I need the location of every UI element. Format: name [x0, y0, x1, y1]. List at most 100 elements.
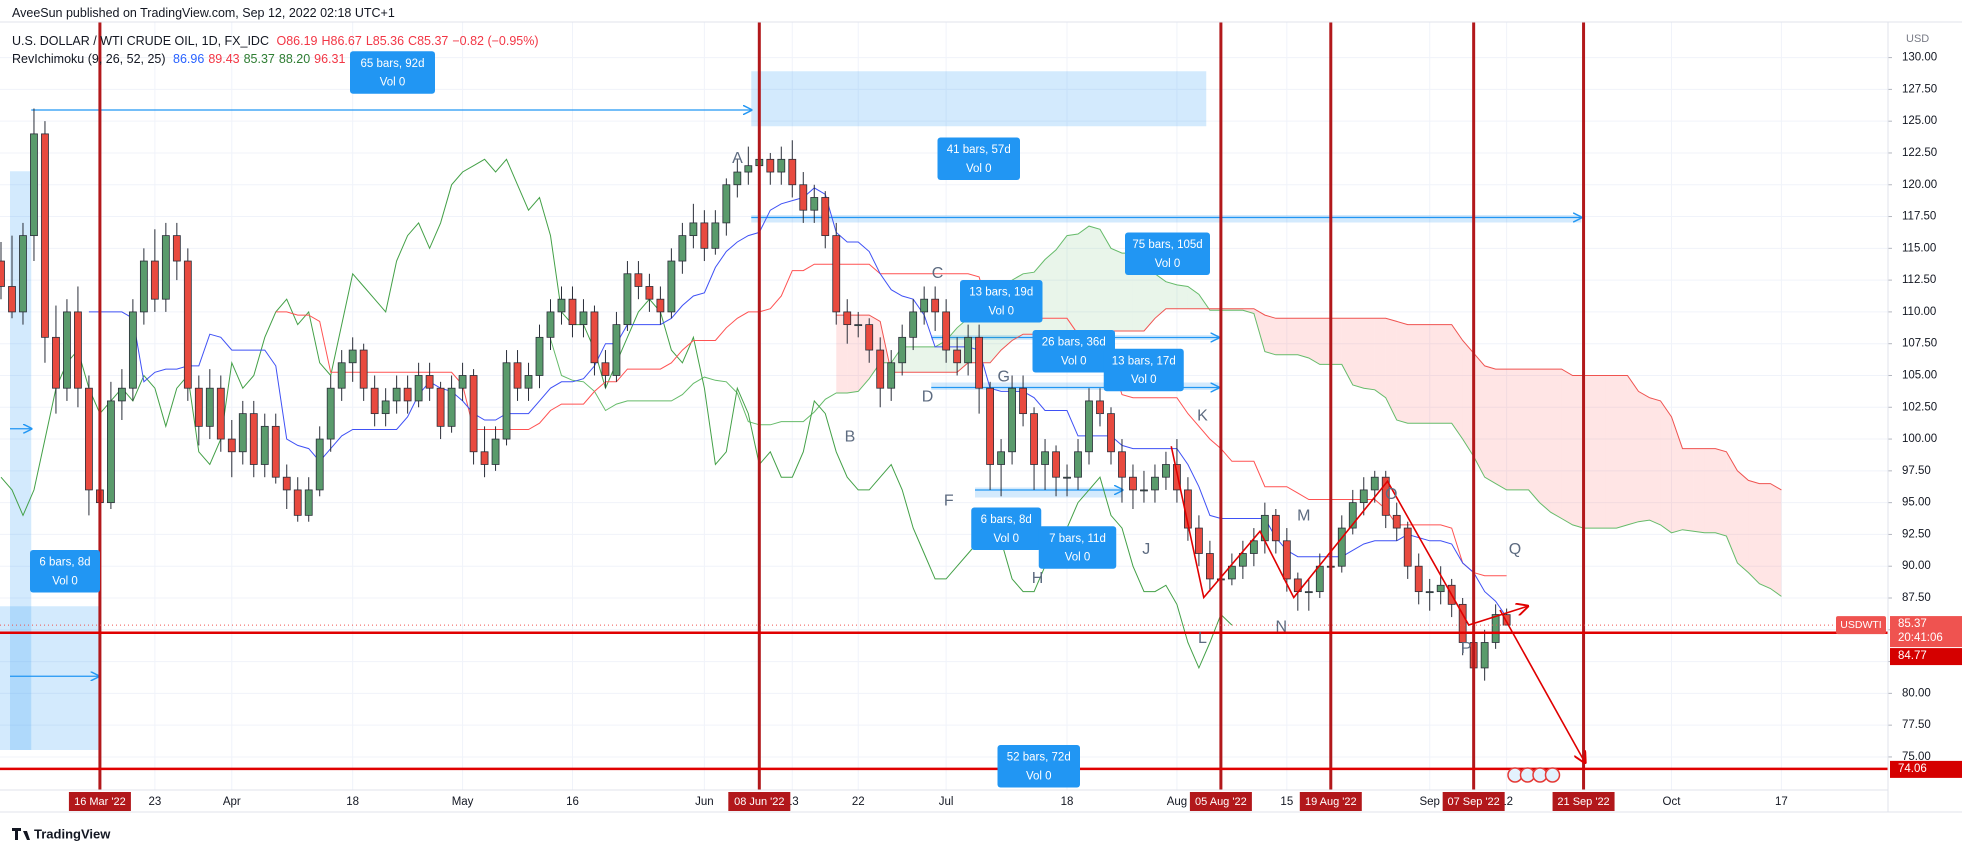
wave-letter: A: [732, 150, 743, 167]
ichimoku-cloud: [1693, 448, 1705, 533]
ichimoku-cloud: [1682, 448, 1694, 532]
ichimoku-cloud: [1473, 353, 1485, 478]
trend-arrow: [1170, 446, 1527, 626]
candle-body: [667, 260, 676, 313]
y-tick-label: 110.00: [1902, 306, 1936, 318]
ichimoku-cloud: [1737, 470, 1749, 573]
candle-body: [623, 273, 632, 326]
ichimoku-cloud: [1638, 391, 1650, 522]
candle-body: [1173, 464, 1181, 491]
ichimoku-cloud: [1165, 281, 1177, 309]
range-area: [975, 487, 1123, 498]
candle-body: [1403, 527, 1412, 567]
candle-body: [997, 451, 1005, 465]
candle-body: [524, 375, 533, 389]
annotation-sub: Vol 0: [1131, 374, 1157, 386]
wave-letter: J: [1142, 541, 1150, 558]
candle-body: [1085, 400, 1093, 453]
ichimoku-cloud: [1528, 369, 1540, 503]
publisher: AveeSun published on TradingView.com, Se…: [12, 6, 395, 20]
annotation-box: [1103, 348, 1184, 392]
candle-body: [1195, 527, 1203, 554]
y-tick-label: 92.50: [1902, 528, 1931, 540]
y-tick-label: 115.00: [1902, 242, 1936, 254]
indicator-name: RevIchimoku (9, 26, 52, 25): [12, 52, 166, 66]
candle-body: [568, 298, 577, 326]
candle-body: [348, 349, 357, 364]
annotation-box: [971, 507, 1042, 550]
ichimoku-cloud: [1726, 451, 1738, 564]
annotation-sub: Vol 0: [1026, 770, 1052, 782]
candle-body: [150, 260, 159, 300]
x-tick-label: 07 Sep '22: [1448, 796, 1500, 808]
candle-body: [480, 451, 489, 465]
candle-body: [579, 311, 588, 326]
candle-body: [293, 489, 302, 516]
indicator-value: 86.96: [173, 52, 205, 66]
ichimoku-cloud: [1143, 257, 1155, 331]
indicator-line: RevIchimoku (9, 26, 52, 25) 86.96 89.43 85…: [12, 52, 353, 66]
ichimoku-cloud: [1100, 229, 1111, 331]
symbol: U.S. DOLLAR / WTI CRUDE OIL, 1D, FX_IDC: [12, 34, 269, 48]
candle-body: [557, 298, 566, 313]
candle-body: [733, 171, 742, 186]
range-area: [751, 71, 1207, 127]
candle-body: [535, 336, 544, 376]
candle-body: [942, 311, 951, 351]
logo-icon: [12, 828, 30, 840]
wave-letter: G: [998, 369, 1010, 386]
y-tick-label: 97.50: [1902, 465, 1931, 477]
candle-body: [645, 286, 654, 300]
candle-body: [634, 273, 643, 287]
ichimoku-cloud: [1110, 248, 1122, 331]
ichimoku-cloud: [1594, 375, 1606, 529]
candle-body: [425, 375, 434, 389]
ichimoku-cloud: [1550, 369, 1562, 519]
y-tick-label: 120.00: [1902, 179, 1937, 191]
candle-body: [1096, 400, 1104, 415]
candle-body: [1458, 603, 1467, 643]
last-price-bg: [1890, 616, 1962, 648]
candle-body: [788, 158, 797, 186]
candle-body: [1304, 591, 1313, 594]
annotation-text: 7 bars, 11d: [1049, 533, 1106, 545]
ichimoku-cloud: [924, 346, 936, 373]
wave-letter: F: [944, 492, 954, 509]
candle-body: [326, 387, 335, 440]
candle-body: [304, 489, 313, 516]
candle-body: [799, 184, 808, 211]
ichimoku-cloud: [1616, 375, 1628, 529]
ichimoku-cloud: [1715, 448, 1727, 537]
y-tick-label: 127.50: [1902, 83, 1937, 95]
axis-layer: USD75.0077.5080.0082.5085.0087.5090.0092…: [68, 33, 1962, 811]
wave-letter: B: [845, 429, 856, 446]
ichimoku-cloud: [1374, 318, 1386, 398]
candle-body: [931, 298, 940, 313]
candle-body: [1008, 387, 1016, 453]
ichimoku-cloud: [1451, 324, 1463, 440]
candle-body: [282, 476, 291, 491]
candle-body: [1107, 413, 1115, 453]
candle-body: [843, 311, 852, 326]
candle-body: [359, 349, 368, 389]
candle-body: [1129, 476, 1137, 491]
annotation-text: 26 bars, 36d: [1042, 337, 1106, 349]
ichimoku-cloud: [1495, 369, 1507, 490]
ichimoku-cloud: [1671, 416, 1683, 533]
candle-body: [1480, 642, 1489, 669]
ichimoku-cloud: [1056, 235, 1068, 335]
candle-body: [1282, 540, 1291, 580]
ichimoku-base: [275, 263, 1507, 577]
ichimoku-cloud: [1462, 340, 1474, 457]
candle-body: [1337, 527, 1346, 567]
ohlc-value: C85.37: [408, 34, 449, 48]
candle-body: [920, 298, 929, 313]
range-area: [931, 382, 1219, 390]
candle-body: [227, 438, 236, 453]
ichimoku-cloud: [1275, 318, 1287, 355]
y-tick-label: 77.50: [1902, 719, 1931, 731]
candle-body: [722, 184, 731, 224]
candle-body: [656, 298, 665, 313]
ichimoku-cloud: [1429, 324, 1441, 424]
